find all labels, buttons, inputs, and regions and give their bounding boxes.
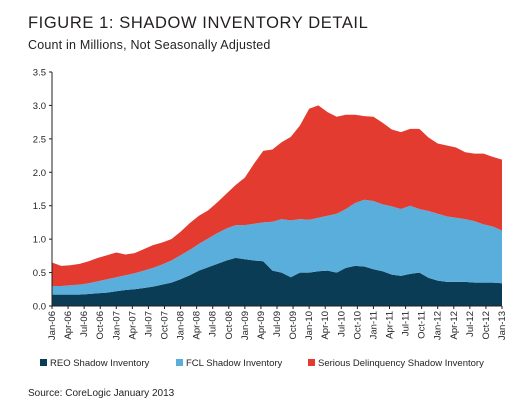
x-tick-label: Jul-06 [79, 311, 90, 337]
x-tick-label: Apr-10 [320, 311, 331, 340]
y-tick-label: 3.0 [33, 101, 46, 112]
x-tick-label: Jan-08 [176, 311, 187, 340]
x-tick-label: Apr-08 [192, 311, 203, 340]
x-tick-label: Jan-11 [368, 311, 379, 339]
x-tick-label: Jan-06 [47, 311, 58, 340]
x-tick-label: Jan-12 [433, 311, 444, 340]
chart-source: Source: CoreLogic January 2013 [28, 388, 175, 399]
area-reo-shadow-inventory [52, 257, 502, 306]
x-tick-label: Apr-07 [127, 311, 138, 340]
x-tick-label: Apr-11 [385, 311, 396, 339]
legend-swatch-fcl-shadow-inventory [176, 359, 183, 366]
y-tick-label: 0.0 [33, 302, 46, 313]
y-tick-label: 3.5 [33, 68, 46, 79]
x-tick-label: Oct-10 [352, 311, 363, 340]
chart-title: FIGURE 1: SHADOW INVENTORY DETAIL [28, 14, 369, 32]
x-tick-label: Jan-07 [111, 311, 122, 340]
area-fcl-shadow-inventory [52, 199, 502, 295]
x-tick-label: Oct-09 [288, 311, 299, 340]
x-tick-label: Jul-12 [465, 311, 476, 337]
chart-subtitle: Count in Millions, Not Seasonally Adjust… [28, 38, 271, 52]
y-tick-label: 2.0 [33, 168, 46, 179]
y-tick-label: 1.5 [33, 201, 46, 212]
x-tick-label: Apr-09 [256, 311, 267, 340]
legend-label-reo-shadow-inventory: REO Shadow Inventory [50, 358, 150, 369]
x-tick-label: Oct-08 [224, 311, 235, 340]
x-tick-label: Jul-10 [336, 311, 347, 337]
legend-swatch-reo-shadow-inventory [40, 359, 47, 366]
x-tick-label: Jan-13 [497, 311, 508, 340]
x-tick-label: Jan-09 [240, 311, 251, 340]
x-tick-label: Oct-07 [160, 311, 171, 340]
x-tick-label: Jul-09 [272, 311, 283, 337]
x-tick-label: Jul-07 [143, 311, 154, 337]
x-tick-label: Apr-06 [63, 311, 74, 340]
y-tick-label: 2.5 [33, 134, 46, 145]
legend-label-fcl-shadow-inventory: FCL Shadow Inventory [186, 358, 283, 369]
x-tick-label: Oct-12 [481, 311, 492, 340]
legend-swatch-serious-delinquency-shadow-inventory [308, 359, 315, 366]
x-tick-label: Jul-08 [208, 311, 219, 337]
y-tick-label: 1.0 [33, 235, 46, 246]
x-tick-label: Oct-11 [417, 311, 428, 339]
x-tick-label: Oct-06 [95, 311, 106, 340]
x-tick-label: Jul-11 [401, 311, 412, 336]
area-serious-delinquency-shadow-inventory [52, 105, 502, 286]
x-tick-label: Jan-10 [304, 311, 315, 340]
x-tick-label: Apr-12 [449, 311, 460, 340]
y-tick-label: 0.5 [33, 268, 46, 279]
legend-label-serious-delinquency-shadow-inventory: Serious Delinquency Shadow Inventory [318, 358, 484, 369]
